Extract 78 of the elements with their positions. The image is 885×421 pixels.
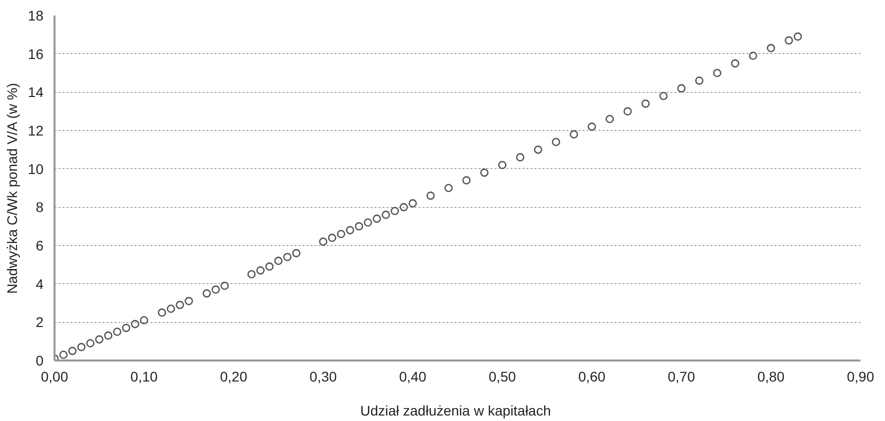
x-tick-label: 0,80 — [757, 368, 785, 384]
point — [86, 339, 94, 348]
point — [113, 328, 122, 336]
y-tick-label: 10 — [28, 160, 44, 177]
point — [444, 184, 453, 192]
point — [158, 308, 166, 317]
point — [68, 346, 77, 356]
point — [166, 304, 176, 313]
point — [319, 238, 328, 246]
point — [480, 168, 489, 177]
y-tick-label: 8 — [36, 199, 44, 216]
point — [641, 100, 650, 108]
point — [328, 234, 336, 242]
point — [274, 256, 283, 265]
point — [256, 266, 265, 275]
y-tick-label: 0 — [36, 352, 44, 368]
point — [426, 192, 435, 200]
point — [122, 324, 130, 332]
point — [130, 320, 140, 328]
point — [659, 92, 668, 100]
point — [794, 32, 802, 41]
y-axis-title: Nadwyżka C/Wk ponad V/A (w %) — [4, 82, 20, 294]
point — [408, 199, 417, 208]
point — [588, 122, 596, 131]
point — [364, 218, 372, 227]
point — [552, 138, 560, 146]
point — [176, 300, 184, 310]
point — [606, 114, 614, 124]
point — [624, 107, 632, 116]
point — [346, 226, 354, 234]
x-tick-label: 0,40 — [399, 368, 427, 384]
point — [498, 160, 506, 170]
y-tick-label: 4 — [36, 276, 44, 292]
point — [59, 350, 68, 359]
x-tick-label: 0,10 — [130, 368, 158, 384]
point — [400, 203, 408, 212]
point — [354, 222, 364, 230]
point — [677, 84, 686, 92]
x-tick-label: 0,70 — [668, 368, 696, 384]
point — [104, 331, 112, 340]
point — [695, 76, 704, 85]
point — [730, 59, 740, 68]
point — [95, 335, 104, 344]
x-tick-label: 0,90 — [846, 368, 874, 384]
point — [766, 44, 776, 52]
y-tick-label: 6 — [36, 238, 44, 254]
x-tick-label: 0,00 — [40, 368, 68, 384]
x-tick-label: 0,50 — [488, 368, 516, 384]
y-tick-label: 18 — [28, 8, 44, 24]
point — [283, 252, 292, 262]
y-tick-label: 2 — [36, 314, 44, 330]
x-tick-label: 0,20 — [220, 368, 248, 384]
y-tick-label: 14 — [28, 84, 44, 100]
x-axis-title: Udział zadłużenia w kapitałach — [360, 402, 551, 418]
point — [516, 153, 524, 162]
point — [265, 262, 274, 271]
x-tick-label: 0,30 — [310, 368, 338, 384]
point — [77, 342, 86, 352]
point — [247, 270, 256, 278]
point — [140, 316, 148, 324]
point — [570, 130, 578, 138]
point — [534, 146, 542, 154]
y-tick-label: 12 — [28, 122, 44, 138]
point — [336, 230, 346, 238]
point — [202, 289, 211, 298]
point — [713, 68, 722, 78]
point — [748, 52, 758, 60]
point — [220, 282, 229, 290]
y-tick-label: 16 — [28, 46, 44, 62]
point — [184, 296, 193, 306]
point — [382, 210, 390, 219]
point — [390, 206, 399, 216]
x-tick-label: 0,60 — [578, 368, 606, 384]
point — [372, 214, 382, 223]
point — [212, 285, 220, 294]
point — [784, 36, 794, 45]
point — [462, 176, 471, 184]
point — [292, 249, 300, 258]
